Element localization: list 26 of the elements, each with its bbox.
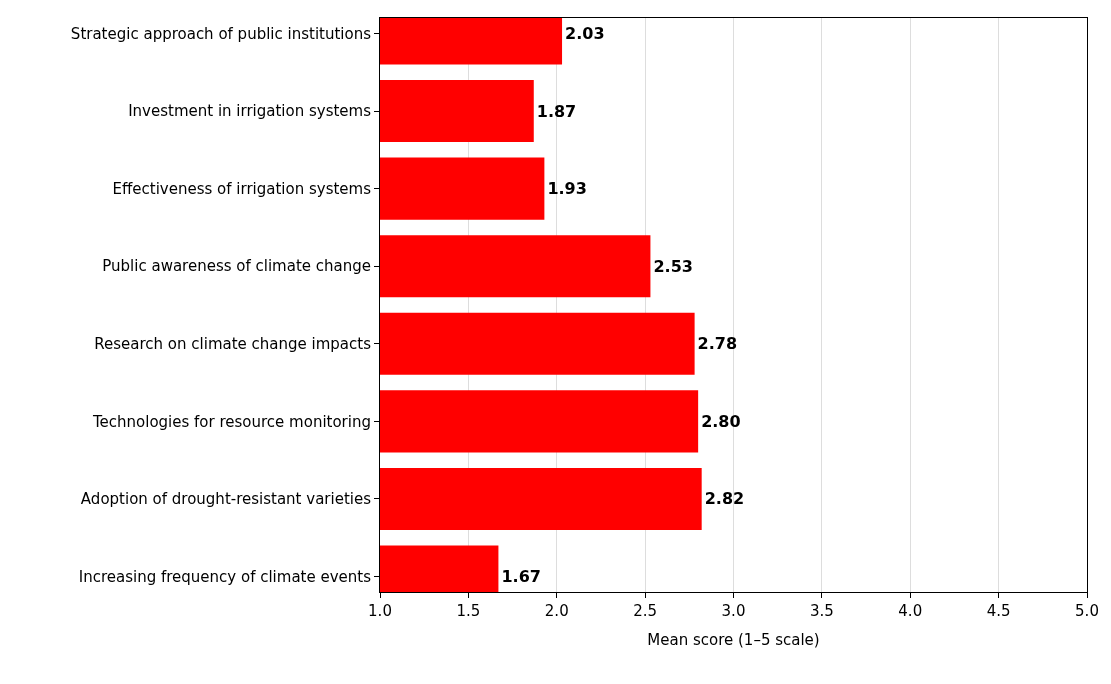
x-axis-title: Mean score (1–5 scale) — [647, 631, 820, 649]
y-tick-label: Strategic approach of public institutions — [70, 24, 372, 43]
y-tick-label: Technologies for resource monitoring — [91, 412, 371, 431]
x-tick-label: 4.5 — [986, 602, 1011, 620]
data-label: 2.82 — [704, 489, 745, 509]
x-tick-label: 2.0 — [544, 602, 569, 620]
data-label: 2.53 — [653, 256, 693, 276]
y-tick-label: Research on climate change impacts — [94, 335, 372, 354]
data-label: 1.87 — [536, 101, 577, 121]
y-tick-label: Public awareness of climate change — [102, 257, 371, 276]
data-label: 2.78 — [697, 334, 738, 354]
x-tick-label: 3.5 — [809, 602, 834, 620]
x-tick-label: 1.0 — [368, 602, 392, 620]
data-label: 1.93 — [547, 179, 587, 199]
y-tick-label: Adoption of drought-resistant varieties — [80, 490, 372, 509]
x-tick-label: 1.5 — [456, 602, 481, 620]
data-label: 1.67 — [501, 566, 541, 586]
data-label: 2.03 — [565, 24, 605, 44]
data-label: 2.80 — [701, 411, 741, 431]
y-tick-label: Investment in irrigation systems — [128, 102, 372, 121]
x-tick-label: 2.5 — [633, 602, 658, 620]
y-tick-label: Increasing frequency of climate events — [78, 567, 372, 586]
x-tick-label: 5.0 — [1075, 602, 1099, 620]
y-tick-label: Effectiveness of irrigation systems — [112, 179, 372, 198]
x-tick-label: 3.0 — [721, 602, 746, 620]
x-tick-label: 4.0 — [898, 602, 923, 620]
